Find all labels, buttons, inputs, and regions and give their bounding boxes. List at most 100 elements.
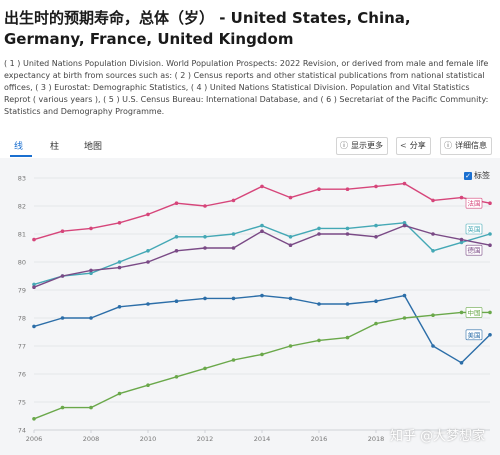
data-point [231,246,236,250]
data-point [374,235,378,239]
data-point [374,321,378,326]
legend-toggle[interactable]: ✓ 标签 [464,170,490,181]
data-point [459,240,464,245]
data-point [317,187,321,191]
y-tick-label: 81 [18,231,26,239]
show-more-label: 显示更多 [351,141,383,150]
y-tick-label: 82 [18,203,26,211]
data-point [317,226,321,231]
data-point [459,237,464,242]
data-point [117,221,122,225]
data-point [260,223,264,228]
data-point [431,249,435,253]
data-point [231,198,236,203]
data-point [317,302,321,306]
data-point [174,299,179,304]
data-point [231,296,236,301]
data-point [431,232,435,236]
watermark: 知乎 @大梦想家 [390,429,486,444]
data-point [459,195,464,200]
series-label: 英国 [468,225,481,234]
data-point [89,268,93,273]
data-point [60,274,65,278]
data-point [146,260,150,264]
chart-area [0,158,500,455]
data-point [203,246,207,250]
data-point [89,316,93,320]
data-point [60,405,65,410]
data-point [117,391,122,396]
data-point [431,313,435,318]
series-line [33,311,490,420]
data-point [203,204,207,208]
data-point [146,249,150,253]
x-tick-label: 2014 [254,435,271,443]
data-point [174,375,179,379]
data-point [431,198,435,203]
data-point [89,271,93,276]
tab-line[interactable]: 线 [14,142,24,152]
tab-map[interactable]: 地图 [84,142,103,152]
y-tick-label: 76 [18,371,26,379]
data-point [203,235,207,239]
data-point [402,221,407,225]
data-point [260,229,264,233]
data-point [231,232,236,236]
data-point [32,417,36,421]
x-tick-label: 2018 [368,435,385,443]
y-tick-label: 83 [18,175,26,183]
legend-label: 标签 [474,171,490,180]
page-title: 出生时的预期寿命，总体（岁） - United States, China, G… [4,9,411,48]
data-point [32,285,36,290]
data-point [488,310,492,315]
data-point [146,212,150,217]
data-point [146,383,150,388]
y-tick-label: 74 [18,427,26,435]
series-label-box [465,197,483,209]
series-label-box [465,223,483,235]
checkbox-icon[interactable]: ✓ [464,171,472,180]
data-point [345,187,350,191]
data-point [260,352,264,357]
show-more-button[interactable]: ⓘ 显示更多 [336,137,388,155]
data-point [32,282,36,287]
tab-bar[interactable]: 柱 [50,142,60,152]
y-tick-label: 79 [18,287,26,295]
data-point [203,296,207,301]
data-point [60,229,65,233]
data-point [174,249,179,253]
data-point [488,232,492,236]
share-button[interactable]: < 分享 [396,137,431,155]
x-tick-label: 2012 [197,435,214,443]
series-label-box [465,307,483,318]
data-point [374,223,378,228]
data-point [174,201,179,205]
data-point [288,235,293,239]
data-point [117,305,122,309]
data-point [374,184,378,189]
data-point [260,293,264,298]
data-point [345,232,350,236]
share-icon: < [400,141,407,150]
data-point [288,296,293,301]
data-point [488,333,492,337]
series-line [33,224,491,288]
y-tick-label: 77 [18,343,26,351]
details-button[interactable]: ⓘ 详细信息 [440,137,492,155]
info-icon: ⓘ [340,141,348,150]
data-point [146,302,150,306]
data-point [345,302,350,306]
series-label: 法国 [468,199,481,208]
data-point [203,366,207,371]
active-tab-indicator [10,155,32,157]
x-tick-label: 2016 [311,435,328,443]
data-point [60,316,65,320]
data-point [431,344,435,348]
data-point [260,184,264,189]
data-point [345,226,350,231]
data-point [402,223,407,228]
x-tick-label: 2008 [83,435,100,443]
data-point [117,260,122,264]
y-tick-label: 75 [18,399,26,407]
